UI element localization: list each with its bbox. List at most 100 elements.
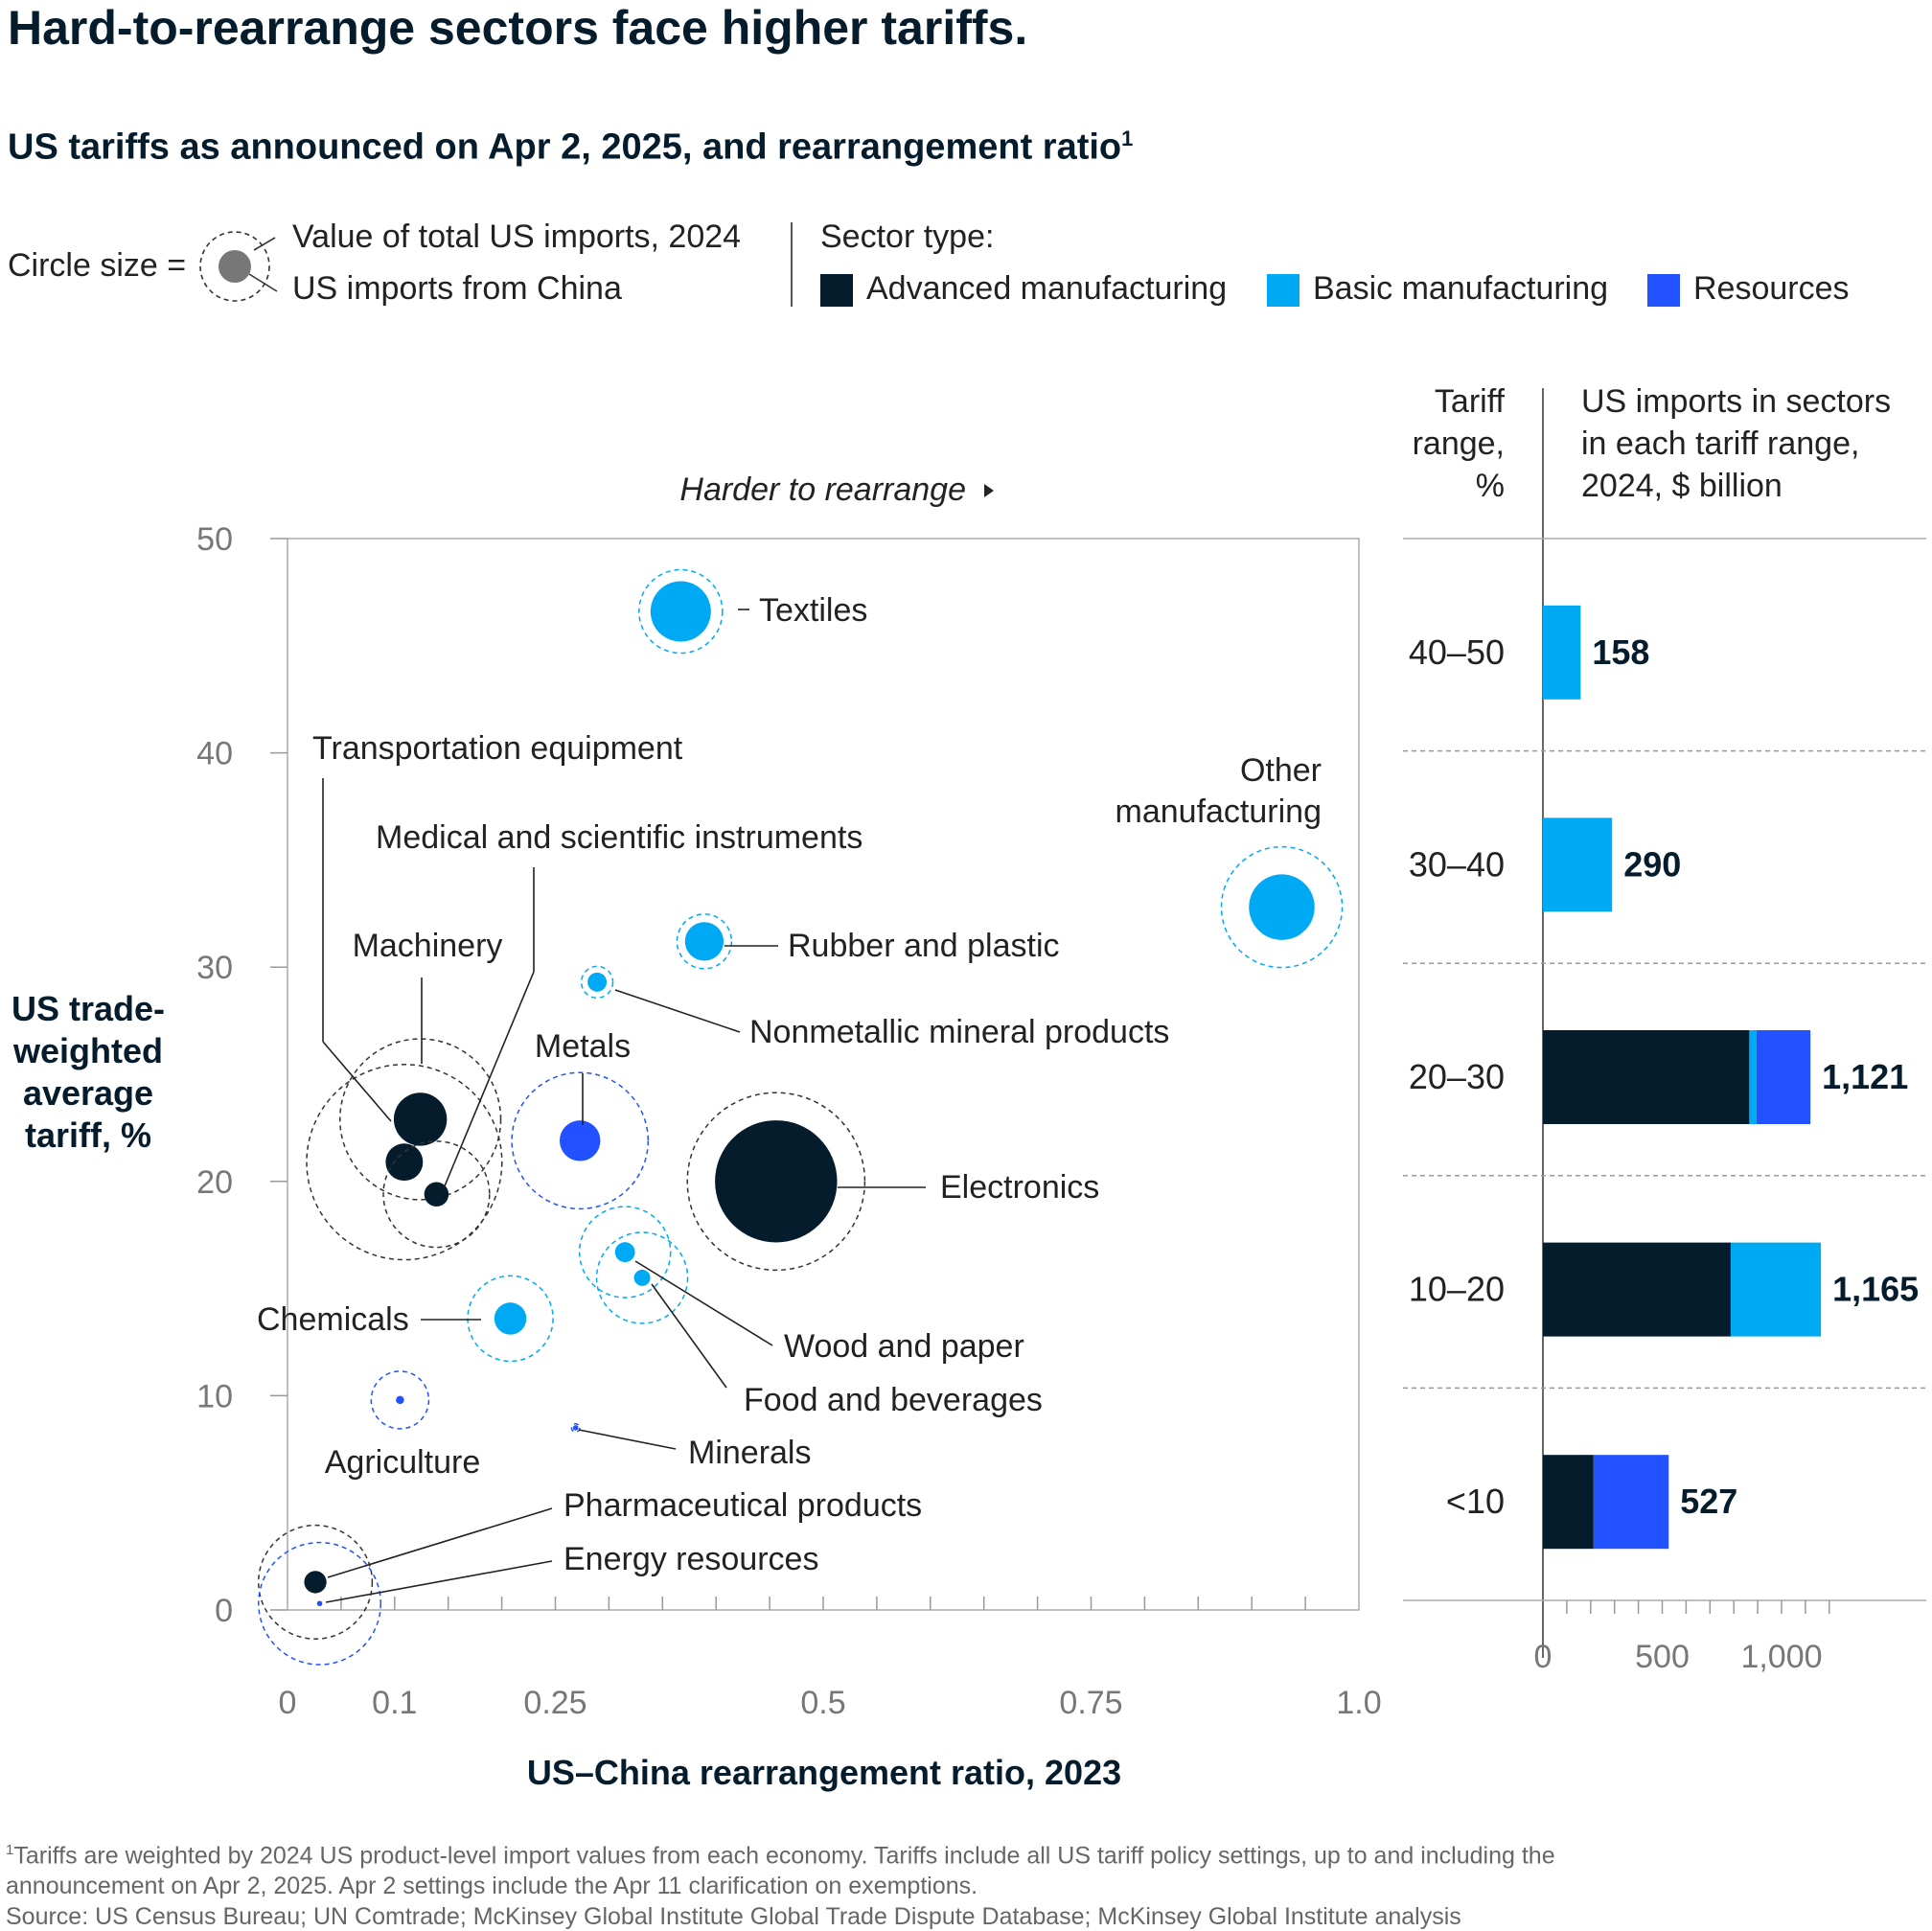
- subtitle-footnote-marker: 1: [1121, 126, 1134, 150]
- page-title: Hard-to-rearrange sectors face higher ta…: [8, 1, 1028, 55]
- bubble-total-circle: [580, 965, 614, 1000]
- harder-to-rearrange-annotation: Harder to rearrange: [679, 471, 966, 508]
- legend-item-resources: Resources: [1693, 270, 1850, 307]
- bubble-china-circle: [650, 581, 711, 642]
- point-label: Medical and scientific instruments: [376, 819, 862, 856]
- legend-item-basic: Basic manufacturing: [1313, 270, 1609, 307]
- bubble-total-circle: [370, 1370, 430, 1430]
- bubble-china-circle: [396, 1395, 404, 1405]
- bar-total-label: 290: [1623, 844, 1681, 884]
- bubble-china-circle: [633, 1269, 651, 1286]
- bar-category-label: 40–50: [1409, 632, 1505, 672]
- y-axis-title-line: average: [23, 1073, 153, 1113]
- y-axis-title-line: weighted: [12, 1031, 163, 1070]
- x-tick-label: 0.5: [800, 1685, 845, 1721]
- bubble-total-circle: [257, 1524, 374, 1641]
- bar-x-tick-label: 500: [1635, 1639, 1690, 1675]
- y-tick-label: 30: [196, 950, 233, 986]
- point-label: Machinery: [353, 928, 503, 964]
- point-label: Other: [1240, 752, 1322, 789]
- x-tick-label: 1.0: [1336, 1685, 1381, 1721]
- bubble-china-circle: [572, 1425, 579, 1431]
- y-tick-label: 10: [196, 1378, 233, 1414]
- bar-segment: [1730, 1242, 1822, 1337]
- bar-value-header: 2024, $ billion: [1581, 468, 1782, 504]
- bubble-china-circle: [304, 1571, 327, 1594]
- point-label: Agriculture: [325, 1444, 481, 1481]
- bubble-total-circle: [306, 1064, 503, 1261]
- bar-x-tick-label: 0: [1534, 1639, 1552, 1675]
- point-label: Minerals: [688, 1435, 811, 1471]
- leader-line: [322, 1041, 392, 1122]
- bar-category-label: <10: [1446, 1482, 1505, 1521]
- bubble-china-circle: [1249, 874, 1315, 940]
- source-line: Source: US Census Bureau; UN Comtrade; M…: [6, 1903, 1461, 1930]
- y-tick-label: 0: [215, 1593, 233, 1629]
- bar-segment: [1749, 1030, 1757, 1124]
- legend-swatch-resources: [1647, 274, 1680, 307]
- bubble-total-circle: [382, 1140, 491, 1249]
- bar-total-label: 1,165: [1832, 1270, 1919, 1309]
- y-tick-label: 20: [196, 1164, 233, 1201]
- leader-line: [443, 971, 535, 1189]
- legend-item-advanced: Advanced manufacturing: [866, 270, 1228, 307]
- bar-category-header: range,: [1413, 425, 1505, 462]
- bar-x-tick-label: 1,000: [1740, 1639, 1822, 1675]
- legend-divider: [791, 222, 793, 307]
- y-axis-title-line: US trade-: [12, 989, 165, 1028]
- bubble-china-circle: [587, 972, 608, 992]
- point-label: Textiles: [759, 592, 867, 629]
- bubble-china-circle: [715, 1120, 838, 1243]
- bubble-total-circle: [258, 1541, 382, 1666]
- bubble-china-circle: [316, 1600, 323, 1607]
- circle-size-legend-icon: [199, 231, 278, 302]
- bubble-china-circle: [393, 1092, 448, 1146]
- point-label: Transportation equipment: [312, 730, 683, 767]
- bar-value-header: in each tariff range,: [1581, 425, 1859, 462]
- legend-outer-label: Value of total US imports, 2024: [292, 218, 742, 255]
- point-label: Energy resources: [564, 1541, 818, 1577]
- x-tick-label: 0.25: [523, 1685, 586, 1721]
- bubble-total-circle: [338, 1038, 502, 1201]
- annotation-arrow-icon: [984, 484, 994, 497]
- bar-segment: [1543, 1030, 1750, 1124]
- bar-segment: [1543, 817, 1613, 912]
- leader-line: [634, 1260, 773, 1346]
- leader-line: [578, 1429, 677, 1450]
- bubble-china-circle: [385, 1143, 424, 1182]
- x-tick-label: 0: [279, 1685, 297, 1721]
- bar-category-label: 20–30: [1409, 1057, 1505, 1096]
- bar-segment: [1543, 1242, 1731, 1337]
- bar-segment: [1543, 605, 1581, 700]
- x-tick-label: 0.1: [372, 1685, 417, 1721]
- bubble-total-circle: [638, 568, 724, 655]
- bubble-china-circle: [684, 922, 724, 961]
- bubble-total-circle: [1220, 845, 1344, 969]
- point-label: Chemicals: [257, 1301, 409, 1338]
- leader-line: [614, 989, 741, 1033]
- legend-swatch-advanced: [820, 274, 853, 307]
- point-label: Wood and paper: [784, 1328, 1024, 1365]
- point-label: Food and beverages: [744, 1382, 1043, 1418]
- x-tick-label: 0.75: [1059, 1685, 1122, 1721]
- point-label: Electronics: [940, 1169, 1099, 1206]
- point-label: Rubber and plastic: [788, 928, 1060, 964]
- bar-value-header: US imports in sectors: [1581, 383, 1891, 420]
- bubble-total-circle: [676, 913, 733, 970]
- bubble-china-circle: [424, 1182, 449, 1207]
- bar-total-label: 158: [1592, 632, 1649, 672]
- bar-segment: [1593, 1455, 1669, 1550]
- y-tick-label: 50: [196, 521, 233, 558]
- bubble-total-circle: [467, 1275, 554, 1363]
- bar-category-header: %: [1476, 468, 1505, 504]
- x-axis-title: US–China rearrangement ratio, 2023: [527, 1753, 1121, 1792]
- point-label: Nonmetallic mineral products: [749, 1014, 1169, 1050]
- leader-line: [327, 1507, 553, 1578]
- point-label: Pharmaceutical products: [564, 1487, 922, 1524]
- bubble-total-circle: [570, 1422, 581, 1433]
- bubble-china-circle: [494, 1302, 527, 1335]
- bar-total-label: 1,121: [1822, 1057, 1908, 1096]
- bubble-china-circle: [559, 1120, 601, 1161]
- bubble-total-circle: [511, 1071, 650, 1210]
